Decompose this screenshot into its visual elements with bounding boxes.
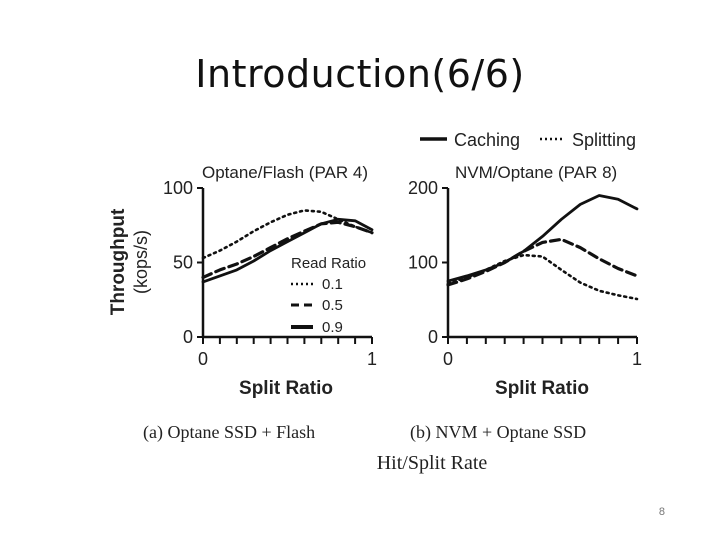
y-tick-label: 0 xyxy=(183,327,193,347)
panel-b-title: NVM/Optane (PAR 8) xyxy=(455,163,617,182)
top-legend: Caching Splitting xyxy=(420,130,636,150)
series-line-a-2 xyxy=(201,217,374,284)
x-tick-label: 0 xyxy=(198,349,208,369)
y-tick-label: 200 xyxy=(408,178,438,198)
slide-title: Introduction(6/6) xyxy=(195,52,525,96)
legend-label-0-1: 0.1 xyxy=(322,276,343,293)
panel-a-caption: (a) Optane SSD + Flash xyxy=(143,422,315,443)
y-tick-label: 100 xyxy=(408,253,438,273)
y-tick-label: 0 xyxy=(428,327,438,347)
y-axis-label: Throughput xyxy=(108,208,129,315)
panel-a-title: Optane/Flash (PAR 4) xyxy=(202,163,368,182)
legend-label-0-9: 0.9 xyxy=(322,319,343,336)
panel-a-lines xyxy=(201,209,374,284)
panel-b-ticks: 0 100 200 0 1 xyxy=(408,178,642,369)
panel-b-caption: (b) NVM + Optane SSD xyxy=(410,422,586,443)
panel-a-ticks: 0 50 100 0 1 xyxy=(163,178,377,369)
page-number: 8 xyxy=(658,506,665,518)
series-line-b-2 xyxy=(446,253,639,301)
panel-a: Optane/Flash (PAR 4) Throughput (kops/s)… xyxy=(108,163,377,443)
x-tick-label: 0 xyxy=(443,349,453,369)
y-tick-label: 100 xyxy=(163,178,193,198)
series-line-a-1 xyxy=(201,220,374,279)
x-tick-label: 1 xyxy=(367,349,377,369)
panel-a-x-label: Split Ratio xyxy=(239,378,333,399)
y-tick-label: 50 xyxy=(173,253,193,273)
y-axis-unit: (kops/s) xyxy=(131,230,151,294)
partial-caption: Hit/Split Rate xyxy=(377,452,488,474)
legend-label-0-5: 0.5 xyxy=(322,297,343,314)
panel-a-legend: Read Ratio 0.1 0.5 0.9 xyxy=(291,255,366,336)
legend-caching-label: Caching xyxy=(454,130,520,150)
legend-splitting-label: Splitting xyxy=(572,130,636,150)
panel-b-x-label: Split Ratio xyxy=(495,378,589,399)
series-line-b-1 xyxy=(446,237,639,287)
panel-b-lines xyxy=(446,194,639,301)
series-line-a-0 xyxy=(201,209,374,260)
series-line-b-0 xyxy=(446,194,639,283)
panel-b: NVM/Optane (PAR 8) 0 100 200 0 1 Split Ratio… xyxy=(408,163,642,443)
legend-title: Read Ratio xyxy=(291,255,366,272)
x-tick-label: 1 xyxy=(632,349,642,369)
